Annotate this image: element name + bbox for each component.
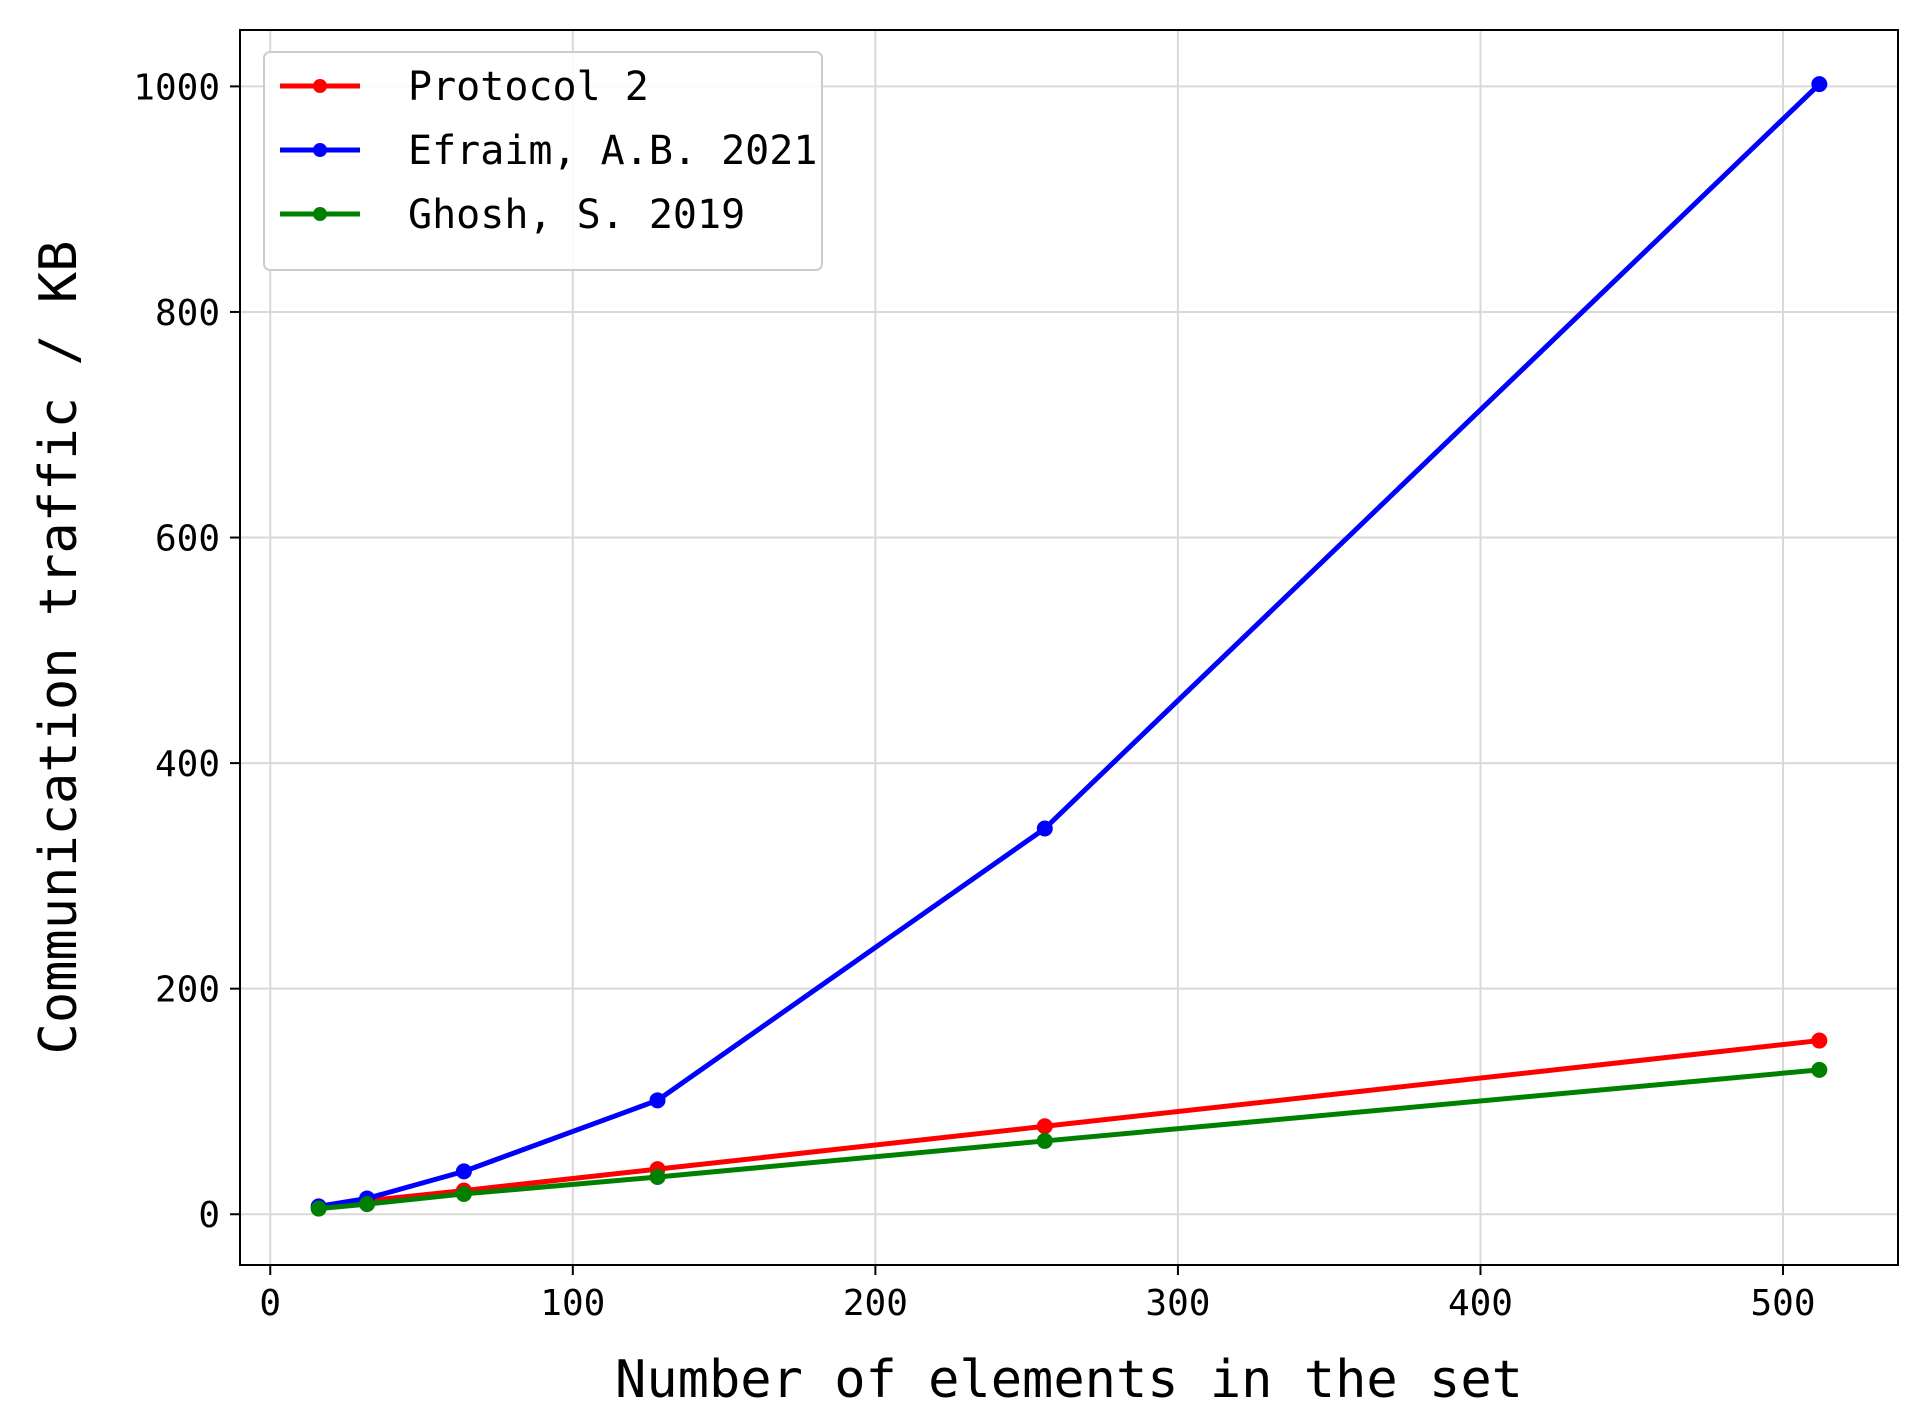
data-point bbox=[1811, 76, 1828, 93]
series-3 bbox=[310, 1061, 1828, 1217]
y-tick-label: 200 bbox=[155, 970, 220, 1011]
series-line bbox=[318, 1067, 1820, 1212]
y-tick-label: 0 bbox=[198, 1195, 220, 1236]
data-point bbox=[455, 1185, 472, 1202]
x-axis-label: Number of elements in the set bbox=[615, 1350, 1523, 1410]
data-point bbox=[1036, 1132, 1053, 1149]
legend-entry: Protocol 2 bbox=[408, 64, 649, 110]
data-point bbox=[649, 1092, 666, 1109]
y-axis-label: Communication traffic / KB bbox=[29, 241, 89, 1055]
series-line bbox=[318, 82, 1822, 1209]
legend: Protocol 2 Efraim, A.B. 2021 Ghosh, S. 201… bbox=[263, 51, 823, 271]
legend-marker bbox=[313, 143, 327, 157]
data-point bbox=[359, 1196, 376, 1213]
legend-entry: Efraim, A.B. 2021 bbox=[408, 128, 817, 174]
y-tick-label: 600 bbox=[155, 519, 220, 560]
series-layer bbox=[310, 76, 1828, 1217]
data-point bbox=[649, 1169, 666, 1186]
y-tick-label: 400 bbox=[155, 744, 220, 785]
x-tick-label: 400 bbox=[1448, 1283, 1513, 1324]
data-point bbox=[1811, 1032, 1828, 1049]
data-point bbox=[455, 1163, 472, 1180]
legend-marker bbox=[313, 207, 327, 221]
x-axis-ticks: 0 100 200 300 400 500 bbox=[259, 1265, 1816, 1324]
x-tick-label: 500 bbox=[1751, 1283, 1816, 1324]
plot-frame bbox=[239, 29, 1899, 1266]
legend-marker bbox=[313, 79, 327, 93]
data-point bbox=[1036, 820, 1053, 837]
x-tick-label: 100 bbox=[540, 1283, 605, 1324]
data-point bbox=[1811, 1061, 1828, 1078]
y-axis-ticks: 0 200 400 600 800 1000 bbox=[133, 67, 240, 1236]
x-tick-label: 0 bbox=[259, 1283, 281, 1324]
y-tick-label: 1000 bbox=[133, 67, 220, 108]
legend-box bbox=[263, 51, 823, 271]
x-tick-label: 300 bbox=[1145, 1283, 1210, 1324]
legend-entry: Ghosh, S. 2019 bbox=[408, 192, 745, 238]
y-tick-label: 800 bbox=[155, 293, 220, 334]
x-tick-label: 200 bbox=[843, 1283, 908, 1324]
data-point bbox=[310, 1200, 327, 1217]
data-point bbox=[1036, 1118, 1053, 1135]
series-line bbox=[318, 1038, 1820, 1210]
